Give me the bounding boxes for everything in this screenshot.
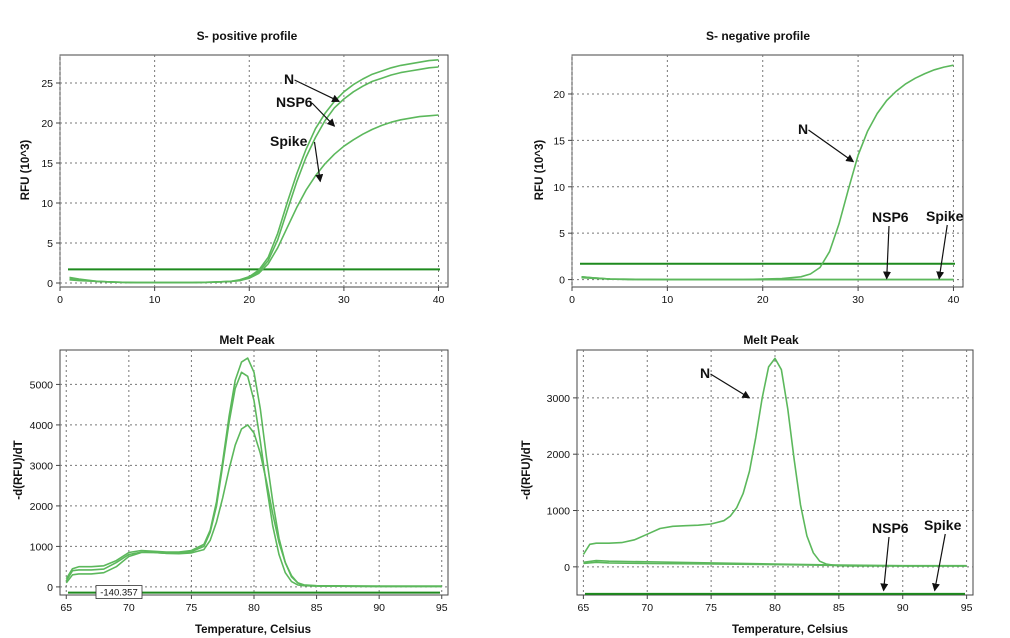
y-tick-label: 15 [41,158,53,170]
chart-melt-peak-positive: Melt Peak -d(RFU)/dT Temperature, Celsiu… [13,333,449,636]
y-tick-label: 0 [564,562,570,574]
chart-title: Melt Peak [743,333,799,347]
y-tick-label: 25 [41,78,53,90]
y-tick-label: 4000 [30,420,54,432]
x-tick-label: 95 [961,602,973,614]
y-tick-label: 5 [559,228,565,240]
x-tick-label: 85 [833,602,845,614]
x-tick-label: 95 [436,602,448,614]
y-axis-label: -d(RFU)/dT [13,440,25,499]
cursor-value-label: -140.357 [100,588,138,599]
y-tick-label: 0 [47,278,53,290]
y-tick-label: 0 [47,582,53,594]
x-tick-label: 75 [186,602,198,614]
annotation-arrow [311,102,336,127]
y-tick-label: 1000 [547,506,571,518]
x-tick-label: 20 [757,294,769,306]
cursor-value-box [95,585,143,599]
series-nsp6-line [65,371,442,588]
series-spike-line [583,561,967,567]
y-tick-label: 20 [41,118,53,130]
x-tick-label: 30 [338,294,350,306]
plot-frame [59,54,449,288]
y-tick-label: 20 [553,89,565,101]
y-tick-label: 10 [553,182,565,194]
plot-frame [571,54,964,288]
x-tick-label: 70 [123,602,135,614]
annotation-arrow [880,536,890,592]
y-tick-label: 3000 [30,460,54,472]
annotation-spike-label: Spike [924,517,962,533]
y-tick-label: 2000 [547,449,571,461]
annotation-nsp6-label: NSP6 [276,94,313,110]
annotation-spike-label: Spike [270,133,308,149]
annotation-arrow [313,141,324,183]
chart-s-positive-profile: S- positive profile RFU (10^3) 0 10 20 30 40… [20,29,449,306]
annotation-nsp6-label: NSP6 [872,520,909,536]
y-tick-label: 0 [559,275,565,287]
annotation-nsp6-label: NSP6 [872,209,909,225]
x-tick-label: 90 [897,602,909,614]
x-tick-label: 40 [948,294,960,306]
chart-title: S- negative profile [706,29,810,43]
y-tick-label: 5 [47,238,53,250]
x-axis-label: Temperature, Celsius [195,624,311,636]
annotation-arrow [936,224,948,280]
x-tick-label: 90 [373,602,385,614]
series-spike-line [65,424,442,588]
chart-melt-peak-negative: Melt Peak -d(RFU)/dT Temperature, Celsiu… [521,333,974,636]
x-tick-label: 80 [769,602,781,614]
x-tick-label: 30 [852,294,864,306]
y-tick-label: 10 [41,198,53,210]
x-tick-label: 80 [248,602,260,614]
annotation-n-label: N [700,365,710,381]
annotation-arrow [932,533,946,592]
x-tick-label: 70 [641,602,653,614]
x-axis-label: Temperature, Celsius [732,624,848,636]
x-tick-label: 10 [149,294,161,306]
series-spike-line [69,114,439,284]
series-spike-line [581,276,954,281]
y-tick-label: 3000 [547,393,571,405]
y-axis-label: RFU (10^3) [20,140,32,201]
chart-title: S- positive profile [197,29,298,43]
y-tick-label: 5000 [30,379,54,391]
annotation-arrow [883,225,892,280]
y-axis-label: RFU (10^3) [534,140,546,201]
x-tick-label: 75 [705,602,717,614]
x-tick-label: 40 [433,294,445,306]
chart-s-negative-profile: S- negative profile RFU (10^3) 0 10 20 30 40… [534,29,964,306]
y-tick-label: 15 [553,135,565,147]
y-axis-label: -d(RFU)/dT [521,440,533,499]
x-tick-label: 0 [569,294,575,306]
annotation-arrow [710,373,751,399]
x-tick-label: 20 [243,294,255,306]
x-tick-label: 85 [311,602,323,614]
annotation-n-label: N [798,121,808,137]
x-tick-label: 65 [578,602,590,614]
x-tick-label: 65 [60,602,72,614]
chart-title: Melt Peak [219,333,275,347]
annotation-spike-label: Spike [926,208,964,224]
annotation-arrow [294,79,341,102]
x-tick-label: 10 [662,294,674,306]
y-tick-label: 2000 [30,501,54,513]
annotation-n-label: N [284,71,294,87]
annotation-arrow [808,129,855,163]
x-tick-label: 0 [57,294,63,306]
y-tick-label: 1000 [30,541,54,553]
